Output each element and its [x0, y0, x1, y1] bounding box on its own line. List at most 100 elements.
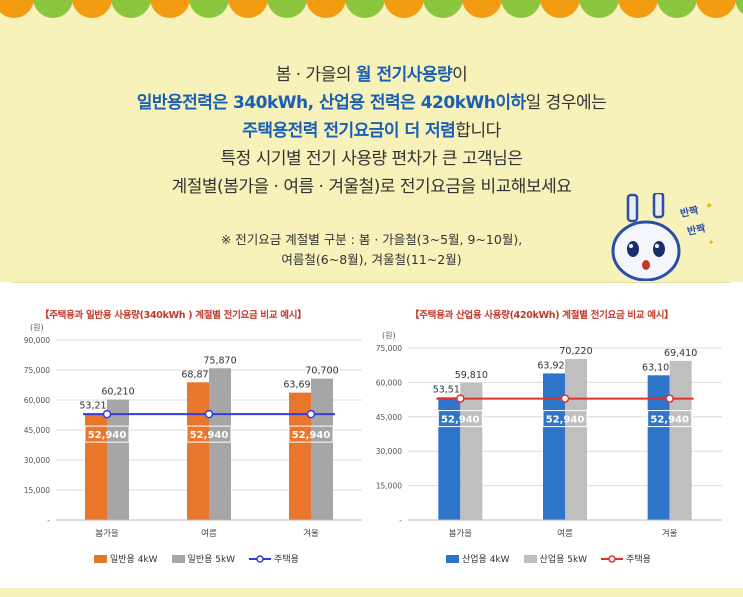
bar — [669, 360, 692, 520]
scallop-circle — [72, 0, 112, 18]
scallop-circle — [735, 0, 743, 18]
x-tick-label: 겨울 — [662, 529, 678, 539]
legend-item: 산업용 5kW — [523, 552, 588, 565]
y-tick-label: 90,000 — [24, 336, 50, 345]
sparkle-icon: ✦ — [708, 238, 715, 247]
bar-value-label: 68,870 — [181, 369, 214, 380]
sparkle-icon: ✦ — [705, 201, 713, 212]
legend-label: 산업용 5kW — [539, 555, 588, 565]
bar-value-label: 70,700 — [305, 366, 338, 377]
line-label-box — [542, 410, 588, 428]
banner-line-1-pre: 봄 · 가을의 — [275, 65, 356, 85]
y-tick-label: 15,000 — [24, 486, 50, 495]
line-label-box — [288, 425, 334, 443]
line-label-box — [186, 425, 232, 443]
banner-line-2-highlight: 일반용전력은 340kWh, 산업용 전력은 420kWh이하 — [136, 93, 526, 113]
bar-value-label: 59,810 — [455, 370, 488, 381]
scallop-circle — [696, 0, 736, 18]
scallop-circle — [540, 0, 580, 18]
banner-line-4: 특정 시기별 전기 사용량 편차가 큰 고객님은 — [220, 149, 523, 169]
y-tick-label: - — [47, 516, 50, 525]
legend-label: 주택용 — [626, 555, 651, 565]
y-tick-label: 30,000 — [24, 456, 50, 465]
banner-line-3: 주택용전력 전기요금이 더 저렴합니다 — [0, 116, 743, 141]
bar-value-label: 75,870 — [203, 355, 236, 366]
scallop-circle — [150, 0, 190, 18]
bar — [460, 382, 483, 520]
legend-swatch — [94, 554, 107, 563]
bar — [289, 392, 311, 520]
season-note-2: 여름철(6~8월), 겨울철(11~2월) — [281, 252, 462, 267]
chart-1-plot: - 15,000 30,000 45,000 60,000 75,000 90,000 53,… — [24, 336, 362, 539]
banner-line-1: 봄 · 가을의 월 전기사용량이 — [0, 60, 743, 85]
legend-item: 주택용 — [601, 552, 651, 565]
line-label-box — [437, 410, 483, 428]
x-tick-label: 여름 — [201, 528, 217, 539]
scallop-circle — [618, 0, 658, 18]
line-point — [306, 409, 316, 419]
bar — [107, 399, 129, 520]
mascot-face-icon — [611, 220, 681, 281]
info-banner: 봄 · 가을의 월 전기사용량이 일반용전력은 340kWh, 산업용 전력은 … — [0, 0, 743, 282]
x-tick-label: 여름 — [557, 528, 573, 539]
line-value-label: 52,940 — [650, 415, 689, 426]
banner-line-1-post: 이 — [452, 65, 468, 85]
bar-value-label: 53,510 — [433, 384, 466, 395]
scallop-circle — [111, 0, 151, 18]
banner-line-3-highlight: 주택용전력 전기요금이 더 저렴 — [242, 121, 456, 141]
legend-item: 산업용 4kW — [446, 552, 510, 565]
bar — [565, 358, 587, 520]
scallop-circle — [423, 0, 463, 18]
x-tick-label: 봄가을 — [95, 529, 119, 539]
legend-label: 일반용 4kW — [110, 555, 158, 565]
legend-item: 주택용 — [249, 552, 299, 565]
y-tick-label: 30,000 — [376, 447, 402, 456]
scallop-circle — [306, 0, 346, 18]
banner-line-2: 일반용전력은 340kWh, 산업용 전력은 420kWh이하일 경우에는 — [0, 88, 743, 113]
season-note-1: ※ 전기요금 계절별 구분 : 봄 · 가을철(3~5월, 9~10월), — [220, 232, 523, 247]
y-tick-label: 45,000 — [376, 413, 402, 422]
line-point — [665, 394, 674, 403]
section-divider — [12, 282, 731, 289]
line-value-label: 52,940 — [88, 430, 127, 441]
line-label-box — [647, 410, 693, 428]
chart-2-legend: 산업용 4kW 산업용 5kW 주택용 — [446, 552, 661, 565]
bar — [209, 368, 231, 520]
line-point — [560, 394, 570, 403]
x-tick-label: 겨울 — [303, 529, 319, 539]
legend-label: 일반용 5kW — [187, 555, 236, 565]
banner-line-3-post: 합니다 — [455, 121, 501, 141]
chart-1-legend: 일반용 4kW 일반용 5kW 주택용 — [94, 552, 309, 565]
mascot-plug-character: 반짝 반짝 ✦ ✦ — [611, 193, 715, 281]
bar-value-label: 63,100 — [642, 362, 675, 373]
scallop-circle — [267, 0, 307, 18]
legend-swatch — [446, 554, 459, 563]
line-value-label: 52,940 — [546, 415, 585, 426]
scallop-circle — [345, 0, 385, 18]
line-value-label: 52,940 — [190, 430, 229, 441]
chart-1-ylabel: (원) — [30, 323, 44, 332]
chart-1-title: 【주택용과 일반용 사용량(340kWh ) 계절별 전기요금 비교 예시】 — [40, 310, 307, 321]
chart-2-title: 【주택용과 산업용 사용량(420kWh) 계절별 전기요금 비교 예시】 — [410, 310, 674, 321]
bottom-strip — [0, 588, 743, 597]
legend-line-swatch — [249, 554, 272, 563]
bar-value-label: 53,210 — [79, 401, 112, 412]
bar-value-label: 63,920 — [537, 360, 570, 371]
scallop-circle — [33, 0, 73, 18]
mascot-sparkle-text-2: 반짝 — [686, 221, 707, 238]
bar — [85, 413, 107, 520]
plug-prongs-icon — [626, 193, 665, 223]
scallop-circle — [228, 0, 268, 18]
y-tick-label: 15,000 — [376, 482, 402, 491]
y-tick-label: 60,000 — [376, 378, 402, 387]
bar-value-label: 70,220 — [559, 346, 592, 357]
chart-2-ylabel: (원) — [382, 331, 396, 340]
banner-line-5: 계절별(봄가을 · 여름 · 겨울철)로 전기요금을 비교해보세요 — [171, 177, 572, 197]
y-tick-label: 75,000 — [24, 366, 50, 375]
scallop-circle — [462, 0, 502, 18]
scallop-circle — [189, 0, 229, 18]
y-tick-label: 75,000 — [376, 344, 402, 353]
scallop-circle — [384, 0, 424, 18]
legend-swatch — [171, 554, 185, 563]
line-point — [456, 394, 465, 403]
